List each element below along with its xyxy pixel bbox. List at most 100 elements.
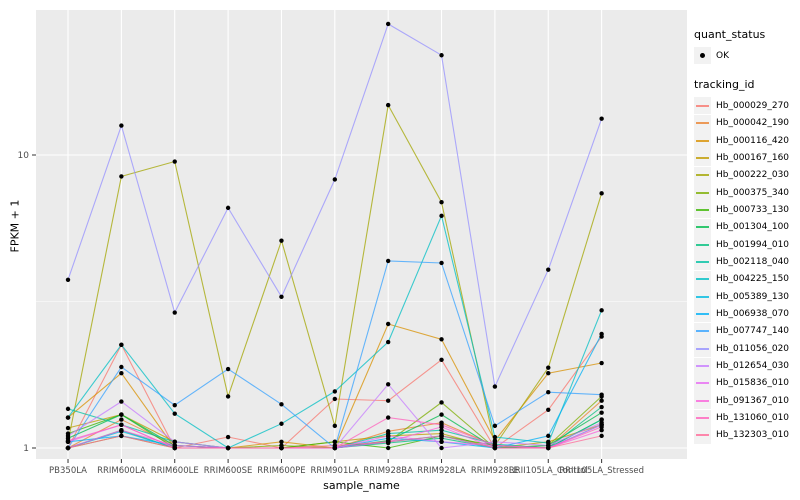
data-point: [225, 445, 231, 451]
data-point: [385, 339, 391, 345]
legend-key-line: [694, 201, 711, 219]
legend-key-line: [694, 184, 711, 202]
legend-item-Hb_012654_030: Hb_012654_030: [694, 357, 800, 375]
data-point: [172, 445, 177, 451]
x-tick-label: RRIM600PE: [257, 466, 305, 476]
x-tick-label: RRIM600SE: [204, 466, 253, 476]
x-tick-label: PB350LA: [49, 466, 87, 476]
data-point: [599, 308, 604, 313]
line-swatch-icon: [696, 243, 709, 246]
data-point: [65, 425, 71, 431]
data-point: [599, 191, 604, 196]
data-point: [599, 360, 604, 366]
legend-item-label: Hb_015836_010: [716, 378, 790, 389]
legend-key-line: [694, 340, 711, 358]
data-point: [546, 267, 551, 272]
data-point: [599, 116, 604, 121]
data-point: [119, 422, 124, 427]
data-point: [279, 445, 284, 451]
line-swatch-icon: [696, 226, 709, 229]
data-point: [439, 357, 444, 362]
data-point: [599, 424, 604, 430]
legend-title-quant-status: quant_status: [694, 28, 766, 41]
data-point: [599, 428, 604, 433]
legend-item-label: Hb_091367_010: [716, 395, 790, 406]
data-point: [279, 439, 284, 444]
line-swatch-icon: [696, 365, 709, 367]
legend-item-Hb_091367_010: Hb_091367_010: [694, 392, 800, 410]
y-tick-label: 1: [23, 444, 29, 454]
data-point: [332, 423, 338, 429]
data-point: [599, 410, 604, 415]
data-point: [172, 402, 177, 408]
legend-item-label: Hb_131060_010: [716, 413, 790, 424]
legend-key-line: [694, 322, 711, 340]
data-point: [119, 364, 124, 370]
line-swatch-icon: [696, 139, 709, 142]
data-point: [599, 331, 604, 337]
x-tick-label: RRIM928BA: [363, 466, 413, 476]
legend-item-Hb_007747_140: Hb_007747_140: [694, 322, 800, 340]
legend-item-label: Hb_004225_150: [716, 274, 790, 285]
legend-key-point: [694, 47, 711, 64]
data-point: [546, 445, 551, 451]
legend-key-line: [694, 305, 711, 323]
line-swatch-icon: [696, 382, 709, 385]
x-tick-label: RRIM600LE: [151, 466, 199, 476]
legend-key-line: [694, 270, 711, 288]
legend-key-line: [694, 374, 711, 392]
data-point: [225, 205, 231, 211]
data-point: [225, 394, 231, 399]
legend-item-label: Hb_000375_340: [716, 187, 790, 198]
data-point: [439, 400, 444, 405]
line-swatch-icon: [696, 260, 709, 263]
legend-key-line: [694, 357, 711, 375]
data-point: [385, 21, 391, 27]
line-swatch-icon: [696, 191, 709, 194]
line-swatch-icon: [696, 434, 709, 437]
legend-item-label: Hb_000042_190: [716, 118, 790, 129]
data-point: [385, 398, 391, 403]
data-point: [172, 310, 177, 315]
legend-key-line: [694, 288, 711, 306]
data-point: [599, 392, 604, 397]
data-point: [385, 382, 391, 387]
data-point: [439, 428, 444, 433]
data-point: [599, 398, 604, 403]
line-swatch-icon: [696, 104, 709, 107]
line-swatch-icon: [696, 295, 709, 298]
data-point: [546, 365, 551, 370]
legend-key-line: [694, 253, 711, 271]
data-point: [385, 415, 391, 420]
x-tick-label: RRIM928LA: [417, 466, 466, 476]
legend-item-label: Hb_132303_010: [716, 430, 790, 441]
data-point: [439, 200, 444, 205]
data-point: [599, 417, 604, 422]
legend-item-Hb_000042_190: Hb_000042_190: [694, 114, 800, 132]
legend-item-label: Hb_005389_130: [716, 291, 790, 302]
legend-item-Hb_001994_010: Hb_001994_010: [694, 236, 800, 254]
legend-item-label: Hb_000167_160: [716, 152, 790, 163]
legend-item-Hb_015836_010: Hb_015836_010: [694, 374, 800, 392]
data-point: [439, 213, 444, 219]
data-point: [546, 390, 551, 395]
legend-key-line: [694, 236, 711, 254]
data-point: [332, 443, 338, 448]
data-point: [546, 407, 551, 413]
data-point: [385, 321, 391, 327]
legend-key-line: [694, 149, 711, 167]
legend-item-Hb_000116_420: Hb_000116_420: [694, 132, 800, 150]
legend-key-line: [694, 392, 711, 410]
data-point: [492, 434, 498, 440]
legend-item-Hb_011056_020: Hb_011056_020: [694, 340, 800, 358]
x-tick-label: RRII105LA_Stressed: [559, 466, 644, 476]
data-point: [385, 439, 391, 444]
data-point: [546, 371, 551, 376]
data-point: [279, 402, 284, 407]
line-swatch-icon: [696, 347, 709, 350]
data-point: [119, 433, 124, 439]
data-point: [65, 415, 71, 420]
legend-item-label: Hb_000733_130: [716, 204, 790, 215]
